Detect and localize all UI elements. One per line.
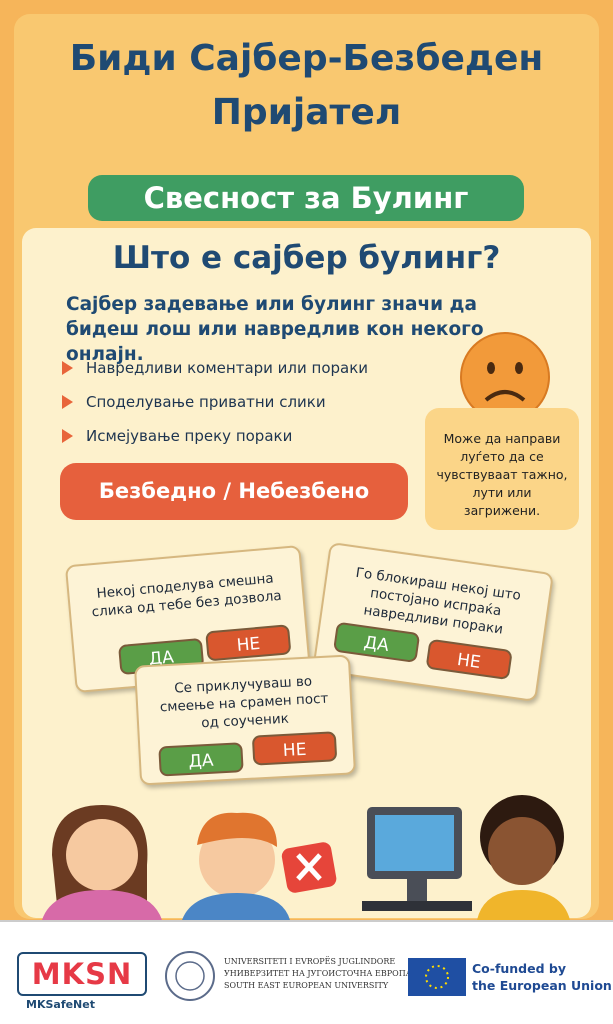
card-question: Некој споделува смешна слика од тебе без…: [91, 570, 283, 621]
badge: Свесност за Булинг: [88, 175, 524, 221]
eu-flag: [408, 958, 466, 996]
university-name: UNIVERSITETI I EVROPËS JUGLINDORE УНИВЕР…: [224, 956, 412, 992]
quiz-card: Се приклучуваш во смеење на срамен пост …: [134, 654, 356, 786]
title-line: Пријател: [211, 92, 402, 133]
bullet-marker: [62, 395, 73, 409]
eu-text: Co-funded by the European Union: [472, 960, 612, 994]
title-line: Биди Сајбер-Безбеден: [69, 38, 544, 79]
no-button[interactable]: НЕ: [425, 638, 513, 681]
bullet-marker: [62, 361, 73, 375]
note: Може да направи луѓето да се чувствуваат…: [425, 408, 579, 530]
safe-unsafe-button[interactable]: Безбедно / Небезбено: [60, 463, 408, 520]
card-question: Се приклучуваш во смеење на срамен пост …: [159, 673, 329, 732]
footer: MKSN MKSafeNet UNIVERSITETI I EVROPËS JU…: [0, 920, 613, 1024]
bullet-marker: [62, 429, 73, 443]
bullet: Навредливи коментари или пораки: [86, 359, 369, 377]
eu-line: Co-funded by: [472, 961, 567, 976]
logo-caption: MKSafeNet: [26, 998, 95, 1011]
heading: Што е сајбер булинг?: [112, 240, 501, 276]
university-line: UNIVERSITETI I EVROPËS JUGLINDORE: [224, 957, 396, 966]
no-button[interactable]: НЕ: [251, 731, 338, 766]
bullet: Исмејување преку пораки: [86, 427, 293, 445]
eu-line: the European Union: [472, 978, 612, 993]
mksn-logo: MKSN: [17, 952, 147, 996]
no-button[interactable]: НЕ: [205, 624, 292, 662]
bullet: Споделување приватни слики: [86, 393, 326, 411]
university-seal: [165, 951, 215, 1001]
university-line: SOUTH EAST EUROPEAN UNIVERSITY: [224, 981, 389, 990]
kids-illustration: [42, 795, 570, 920]
university-line: УНИВЕРЗИТЕТ НА ЈУГОИСТОЧНА ЕВРОПА: [224, 969, 412, 978]
yes-button[interactable]: ДА: [158, 742, 244, 777]
intro: Сајбер задевање или булинг значи да биде…: [66, 294, 484, 365]
